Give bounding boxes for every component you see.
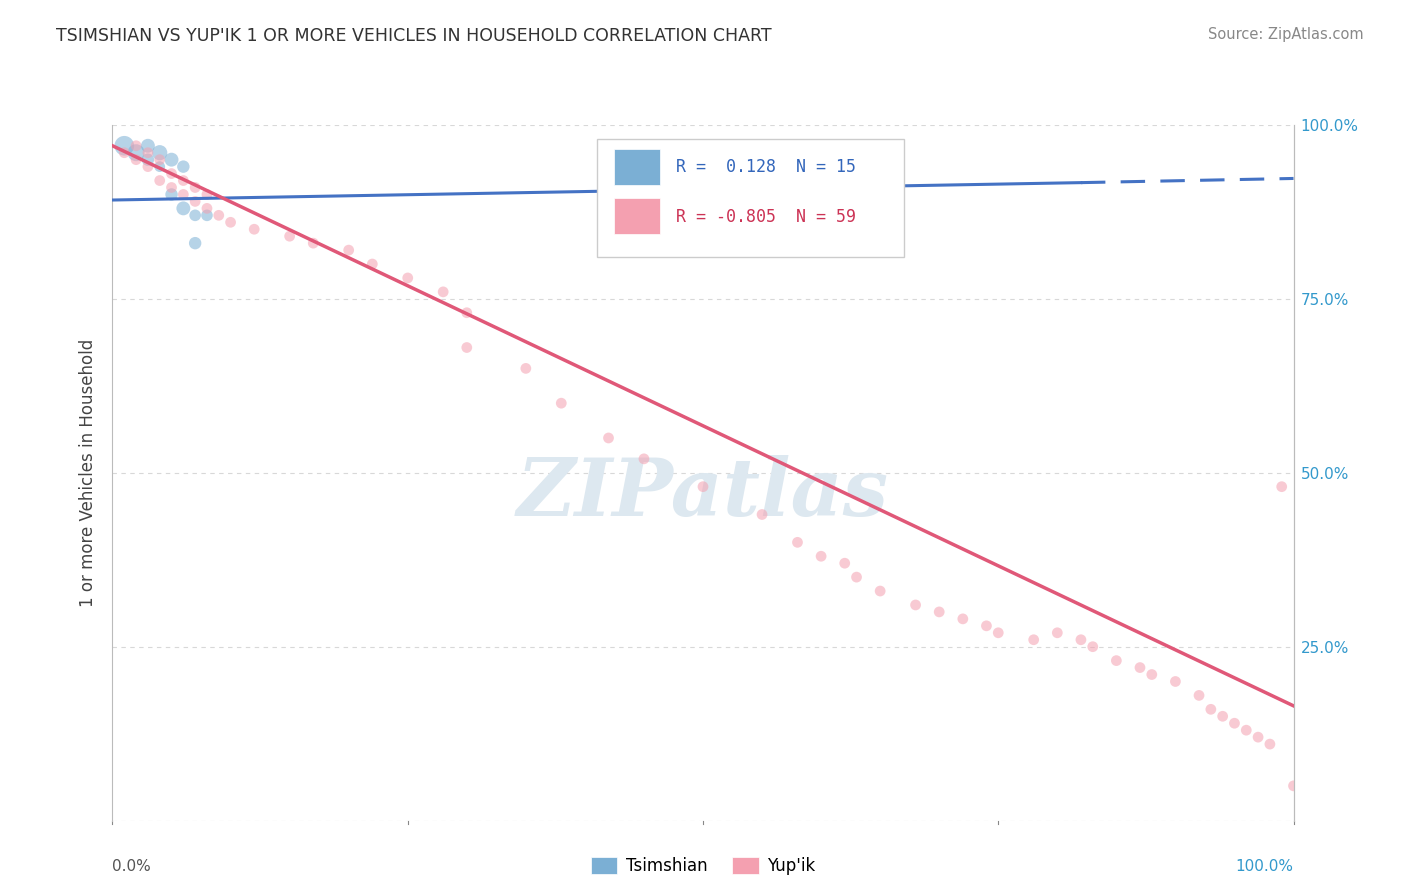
Point (149, 145, 172, 160)
Point (195, 208, 218, 222)
Point (112, 145, 135, 160)
Point (1070, 632, 1092, 647)
Point (1212, 709, 1234, 723)
Point (278, 229, 301, 244)
Point (195, 187, 218, 202)
Point (1258, 737, 1281, 751)
Point (136, 145, 159, 160)
FancyBboxPatch shape (614, 149, 661, 186)
Point (302, 236, 325, 251)
Text: R = -0.805  N = 59: R = -0.805 N = 59 (676, 208, 856, 226)
Point (160, 167, 183, 181)
Point (1234, 723, 1257, 738)
Point (952, 612, 974, 626)
Point (172, 202, 194, 216)
Point (125, 145, 148, 160)
Point (149, 173, 172, 187)
Point (1105, 654, 1128, 668)
Point (1140, 667, 1163, 681)
Point (396, 271, 419, 285)
Point (136, 138, 159, 153)
Point (195, 202, 218, 216)
Point (160, 187, 183, 202)
Point (598, 431, 620, 445)
Point (845, 570, 868, 584)
Point (184, 194, 207, 209)
Point (550, 396, 572, 410)
Point (136, 153, 159, 167)
Point (172, 173, 194, 187)
Y-axis label: 1 or more Vehicles in Household: 1 or more Vehicles in Household (79, 339, 97, 607)
Point (1188, 689, 1211, 703)
Point (456, 341, 478, 355)
Point (208, 208, 231, 222)
Legend: Tsimshian, Yup'ik: Tsimshian, Yup'ik (583, 850, 823, 882)
Text: 0.0%: 0.0% (112, 859, 152, 874)
Point (762, 180, 785, 194)
Point (337, 243, 360, 257)
Point (692, 480, 714, 494)
Point (810, 549, 832, 564)
Point (1199, 702, 1222, 716)
Point (172, 160, 194, 174)
Point (515, 361, 537, 376)
Point (987, 625, 1010, 640)
Point (1164, 674, 1187, 689)
Point (125, 138, 148, 153)
Point (112, 138, 135, 153)
Point (149, 160, 172, 174)
Point (1081, 640, 1104, 654)
Text: 100.0%: 100.0% (1236, 859, 1294, 874)
Point (633, 451, 655, 466)
Point (361, 257, 384, 271)
Point (172, 187, 194, 202)
Point (928, 605, 950, 619)
Point (160, 153, 183, 167)
Point (1282, 779, 1305, 793)
Point (243, 222, 266, 236)
Point (136, 160, 159, 174)
Point (456, 306, 478, 320)
Point (184, 236, 207, 251)
Point (799, 173, 821, 187)
Point (751, 508, 773, 522)
Point (1129, 660, 1152, 674)
Point (184, 180, 207, 194)
Point (149, 153, 172, 167)
Point (869, 584, 891, 599)
Point (1022, 632, 1045, 647)
Point (125, 153, 148, 167)
Point (976, 619, 998, 633)
Point (786, 535, 808, 549)
Point (1271, 480, 1294, 494)
Point (1247, 730, 1270, 744)
Text: R =  0.128  N = 15: R = 0.128 N = 15 (676, 158, 856, 177)
Point (184, 208, 207, 222)
Point (1046, 625, 1069, 640)
Text: TSIMSHIAN VS YUP'IK 1 OR MORE VEHICLES IN HOUSEHOLD CORRELATION CHART: TSIMSHIAN VS YUP'IK 1 OR MORE VEHICLES I… (56, 27, 772, 45)
Point (160, 180, 183, 194)
Point (1223, 716, 1246, 731)
Point (432, 285, 454, 299)
Point (904, 598, 927, 612)
Text: Source: ZipAtlas.com: Source: ZipAtlas.com (1208, 27, 1364, 42)
FancyBboxPatch shape (614, 198, 661, 234)
FancyBboxPatch shape (596, 139, 904, 257)
Point (834, 556, 856, 570)
Point (219, 215, 242, 229)
Text: ZIPatlas: ZIPatlas (517, 455, 889, 533)
